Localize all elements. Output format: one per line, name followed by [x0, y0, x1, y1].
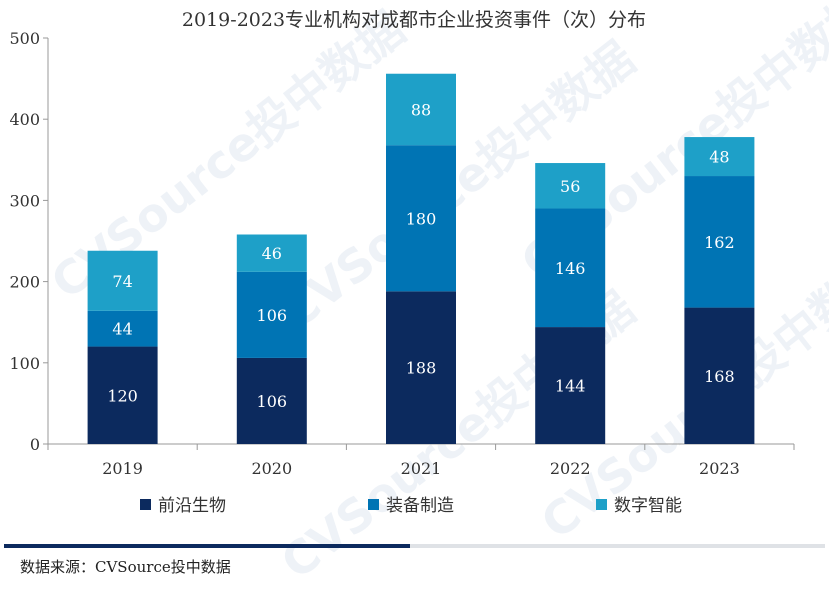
stacked-bar-chart: 2019-2023专业机构对成都市企业投资事件（次）分布 0 100 200 300 4… [9, 9, 795, 516]
data-label: 146 [555, 259, 586, 278]
y-tick-label: 200 [9, 273, 40, 292]
bar-segment [684, 176, 755, 308]
bars: 120 44 74 106 106 46 188 180 88 144 146 56 168 162 48 [87, 73, 755, 444]
y-tick-label: 500 [9, 29, 40, 48]
data-label: 44 [112, 320, 132, 339]
axes: 0 100 200 300 400 500 2019 2020 2021 2022 2023 [9, 29, 795, 478]
data-label: 168 [704, 367, 735, 386]
footer-divider-bar [410, 544, 825, 548]
data-label: 120 [107, 386, 138, 405]
y-tick-label: 0 [30, 435, 40, 454]
data-label: 88 [411, 100, 431, 119]
source-note: 数据来源：CVSource投中数据 [20, 558, 231, 576]
data-label: 46 [262, 244, 282, 263]
bar-segment [535, 327, 606, 444]
legend: 前沿生物 装备制造 数字智能 [140, 496, 682, 516]
data-label: 106 [257, 306, 288, 325]
legend-label: 装备制造 [386, 496, 454, 516]
y-tick-label: 400 [9, 110, 40, 129]
data-label: 188 [406, 359, 437, 378]
bar-segment [87, 250, 158, 311]
chart-title: 2019-2023专业机构对成都市企业投资事件（次）分布 [182, 9, 646, 31]
bar-segment [386, 291, 456, 444]
data-label: 162 [704, 233, 735, 252]
bar-segment [87, 310, 158, 347]
bar-segment [386, 145, 456, 292]
bar-segment [535, 208, 606, 328]
x-tick-label: 2023 [699, 459, 740, 478]
x-tick-label: 2022 [550, 459, 591, 478]
bar-segment [236, 357, 307, 444]
footer-accent-bar [4, 544, 410, 548]
data-label: 48 [709, 148, 729, 167]
bar-segment [535, 163, 606, 209]
bar-segment [684, 137, 755, 177]
x-tick-label: 2020 [251, 459, 292, 478]
legend-swatch [596, 499, 607, 510]
legend-label: 前沿生物 [158, 496, 226, 516]
bar-segment [684, 307, 755, 444]
x-tick-label: 2021 [401, 459, 442, 478]
data-label: 106 [257, 392, 288, 411]
bar-segment [386, 73, 456, 146]
legend-label: 数字智能 [614, 496, 682, 516]
data-label: 74 [112, 272, 132, 291]
bar-segment [87, 346, 158, 444]
data-label: 180 [406, 209, 437, 228]
data-label: 144 [555, 377, 586, 396]
y-tick-label: 100 [9, 354, 40, 373]
data-label: 56 [560, 177, 580, 196]
y-tick-label: 300 [9, 191, 40, 210]
legend-swatch [368, 499, 379, 510]
x-tick-label: 2019 [102, 459, 143, 478]
bar-segment [236, 234, 307, 272]
bar-segment [236, 271, 307, 358]
legend-swatch [140, 499, 151, 510]
